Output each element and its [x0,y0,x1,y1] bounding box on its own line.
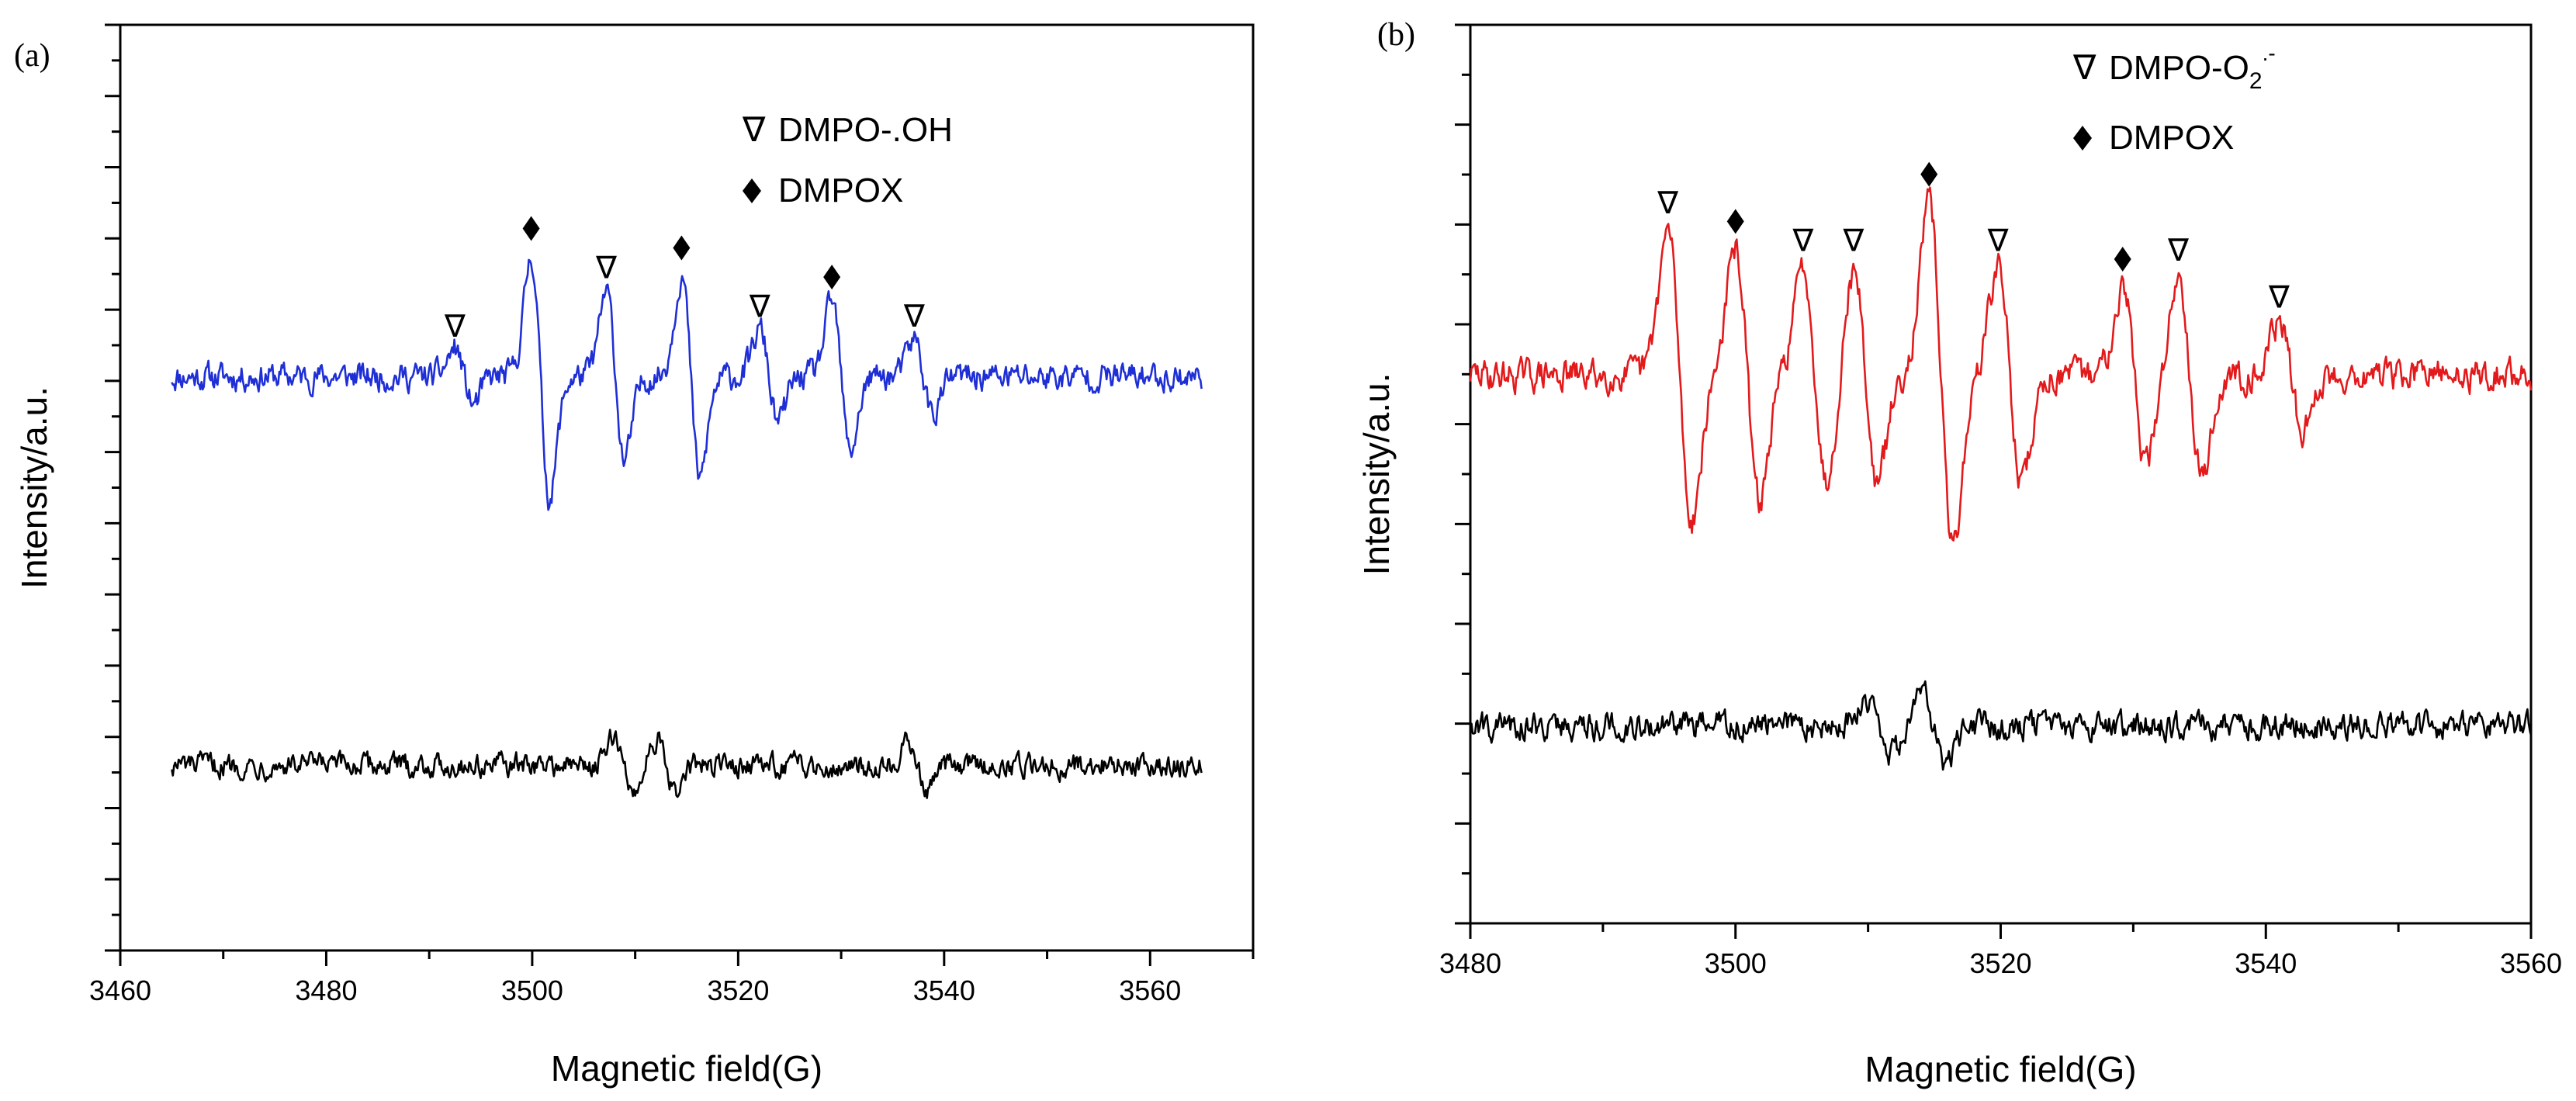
dmpo-adduct-marker: ∇ [749,290,770,324]
dmpo-adduct-marker: ∇ [1842,224,1864,258]
x-tick-label: 3540 [2235,947,2297,979]
dmpo-adduct-marker: ∇ [903,299,925,334]
dmpo-adduct-marker: ∇ [1657,186,1678,220]
y-axis-title: Intensity/a.u. [1356,373,1397,576]
series-line-b-2 [1469,680,2533,771]
x-tick-label: 3480 [295,975,357,1006]
panel-b-chart: 3480 3500 3520 3540 3560 Magnetic field(G) Int… [1356,17,2562,1089]
x-tick-label: 3520 [1969,947,2031,979]
x-tick-label: 3560 [2500,947,2562,979]
dmpo-adduct-marker: ∇ [444,310,466,344]
x-axis-title: Magnetic field(G) [1864,1049,2136,1089]
dmpox-marker [2114,247,2131,272]
dmpox-marker [522,216,540,241]
series-line-a-2 [171,729,1203,799]
x-tick-label: 3500 [501,975,563,1006]
x-tick-label: 3460 [89,975,151,1006]
legend-diamond-icon [2073,126,2092,151]
x-tick-label: 3540 [913,975,975,1006]
dmpox-marker [823,265,841,290]
series-line-b-1 [1469,186,2533,542]
dmpo-adduct-marker: ∇ [1987,224,2009,258]
x-tick-label: 3520 [707,975,769,1006]
dmpo-adduct-marker: ∇ [1792,224,1814,258]
legend-triangle-icon: ∇ [2072,49,2096,87]
legend-label: DMPOX [778,171,903,209]
dmpo-adduct-marker: ∇ [2268,281,2290,315]
legend-diamond-icon [743,178,761,203]
panel-label: (b) [1377,17,1415,53]
x-tick-label: 3560 [1119,975,1181,1006]
x-tick-label: 3480 [1439,947,1501,979]
series-line-a-1 [171,258,1203,511]
legend-label: DMPOX [2109,119,2234,157]
panel-label: (a) [14,38,50,74]
dmpo-adduct-marker: ∇ [595,251,617,286]
dmpox-marker [1920,161,1938,187]
y-axis-title: Intensity/a.u. [14,386,54,589]
x-tick-label: 3500 [1705,947,1767,979]
legend-label: DMPO-O2.- [2109,41,2276,94]
panel-a-chart: 3460 3480 3500 3520 3540 3560 Magnetic field(G… [14,23,1255,1089]
dmpo-adduct-marker: ∇ [2167,234,2189,268]
x-axis-title: Magnetic field(G) [551,1048,822,1089]
dmpox-marker [1726,209,1744,234]
legend-label: DMPO-.OH [778,111,953,149]
legend-triangle-icon: ∇ [742,111,766,149]
dmpox-marker [673,235,691,261]
